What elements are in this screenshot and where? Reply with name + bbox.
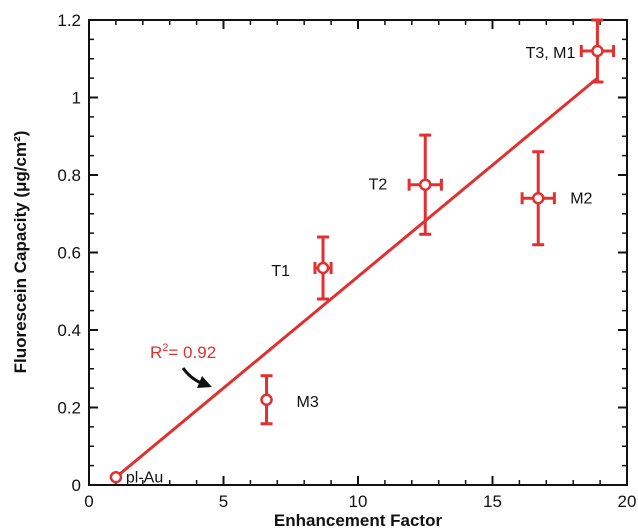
point-labels: pl-Au M3 T1 T2 M2 T3, M1 <box>126 45 593 486</box>
x-axis-title: Enhancement Factor <box>274 511 443 530</box>
data-points <box>109 18 616 484</box>
plot-frame <box>88 19 628 486</box>
y-tick-label: 1 <box>72 89 81 108</box>
annotation-arrowhead-icon <box>197 376 212 388</box>
annotation-arrow-icon <box>181 367 202 385</box>
data-point <box>520 150 556 247</box>
data-point <box>579 18 616 84</box>
y-axis-title: Fluorescein Capacity (μg/cm²) <box>11 131 30 374</box>
y-tick-label: 0.4 <box>57 321 81 340</box>
y-tick-label: 0.6 <box>57 244 81 263</box>
x-tick-label: 5 <box>219 492 228 511</box>
point-label: M3 <box>297 394 319 411</box>
tick-labels: 0 5 10 15 20 0 0.2 0.4 0.6 0.8 1 1.2 <box>57 11 636 511</box>
point-marker <box>316 261 330 275</box>
point-label: T2 <box>369 177 388 194</box>
data-point <box>407 133 443 236</box>
data-point <box>109 471 123 484</box>
x-tick-label: 20 <box>618 492 637 511</box>
point-marker <box>591 44 604 58</box>
y-tick-label: 0.8 <box>57 166 81 185</box>
r-squared-label: R2= 0.92 <box>150 342 216 362</box>
y-tick-label: 0.2 <box>57 399 81 418</box>
data-point <box>260 374 273 426</box>
x-tick-label: 10 <box>349 492 368 511</box>
point-label: M2 <box>570 190 592 207</box>
data-point <box>313 235 333 301</box>
x-tick-label: 15 <box>483 492 502 511</box>
point-marker <box>109 471 123 484</box>
point-marker <box>260 393 273 406</box>
point-marker <box>531 192 545 205</box>
y-tick-label: 0 <box>72 476 81 495</box>
fit-line <box>114 76 599 479</box>
x-tick-label: 0 <box>84 492 93 511</box>
point-label: pl-Au <box>126 469 163 486</box>
point-label: T3, M1 <box>526 45 576 62</box>
axis-ticks <box>88 19 628 486</box>
point-marker <box>419 178 432 191</box>
point-label: T1 <box>271 263 290 280</box>
y-tick-label: 1.2 <box>57 11 81 30</box>
